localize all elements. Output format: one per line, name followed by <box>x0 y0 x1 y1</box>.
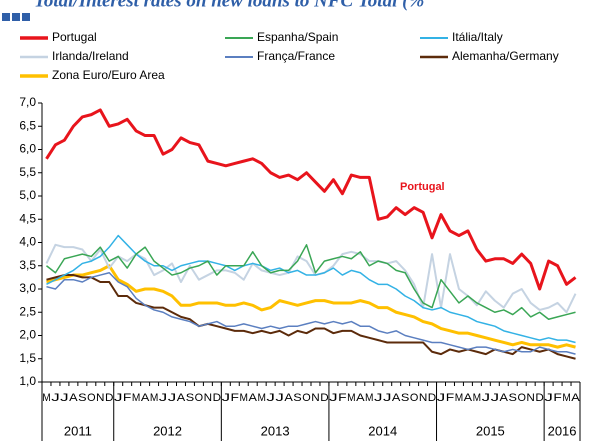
x-tick-label: A <box>356 392 365 404</box>
y-tick-label: 4,5 <box>19 211 36 225</box>
series-line <box>45 108 577 291</box>
x-tick-label: A <box>69 392 78 404</box>
x-tick-label: S <box>509 392 517 404</box>
x-tick-label: N <box>419 392 428 404</box>
x-tick-label: A <box>141 392 150 404</box>
y-tick-label: 5,0 <box>19 188 36 202</box>
x-tick-label: O <box>517 392 526 404</box>
x-tick-label: F <box>338 392 347 404</box>
legend-label: Espanha/Spain <box>257 30 338 44</box>
x-tick-label: F <box>231 392 240 404</box>
x-tick-label: A <box>392 392 401 404</box>
x-tick-label: D <box>105 392 114 404</box>
x-tick-label: J <box>482 392 490 404</box>
x-tick-label: J <box>383 392 391 404</box>
year-label: 2014 <box>368 423 397 438</box>
legend-label: França/France <box>257 49 335 63</box>
logo-square <box>12 13 20 21</box>
series-line <box>46 271 576 355</box>
logo-square <box>2 13 10 21</box>
x-tick-label: J <box>168 392 176 404</box>
x-tick-label: M <box>42 392 50 404</box>
y-tick-label: 3,0 <box>19 281 36 295</box>
year-label: 2016 <box>548 423 577 438</box>
y-tick-label: 1,0 <box>19 374 36 388</box>
y-tick-label: 3,5 <box>19 258 36 272</box>
x-tick-label: A <box>464 392 473 404</box>
x-tick-label: O <box>87 392 96 404</box>
x-tick-label: M <box>150 392 158 404</box>
series-line <box>46 264 576 349</box>
x-tick-label: J <box>60 392 68 404</box>
x-tick-label: D <box>320 392 329 404</box>
legend-label: Portugal <box>52 30 97 44</box>
annotation: Portugal <box>400 181 445 193</box>
year-label: 2015 <box>476 423 505 438</box>
legend-label: Itália/Italy <box>452 30 503 44</box>
x-tick-label: S <box>186 392 194 404</box>
chart-title: Total/Interest rates on new loans to NFC… <box>34 0 424 11</box>
x-tick-label: J <box>437 392 445 404</box>
y-tick-label: 6,5 <box>19 118 36 132</box>
x-tick-label: D <box>535 392 544 404</box>
x-tick-label: S <box>78 392 86 404</box>
y-tick-label: 2,0 <box>19 328 36 342</box>
series-line <box>46 234 576 344</box>
x-tick-label: J <box>266 392 274 404</box>
x-tick-label: F <box>446 392 455 404</box>
x-tick-label: S <box>401 392 409 404</box>
x-tick-label: J <box>544 392 552 404</box>
x-tick-label: J <box>374 392 382 404</box>
series-line <box>46 244 576 320</box>
x-tick-label: J <box>51 392 59 404</box>
x-tick-label: J <box>114 392 122 404</box>
x-tick-label: F <box>123 392 132 404</box>
x-tick-label: M <box>455 392 463 404</box>
x-tick-label: M <box>365 392 373 404</box>
x-tick-label: J <box>222 392 230 404</box>
y-tick-label: 1,5 <box>19 351 36 365</box>
x-tick-label: N <box>96 392 105 404</box>
x-tick-label: J <box>491 392 499 404</box>
x-tick-label: N <box>311 392 320 404</box>
x-tick-label: M <box>347 392 355 404</box>
x-tick-label: A <box>248 392 257 404</box>
x-tick-label: F <box>553 392 562 404</box>
x-tick-label: D <box>213 392 222 404</box>
x-tick-label: S <box>293 392 301 404</box>
y-tick-label: 4,0 <box>19 235 36 249</box>
legend-label: Irlanda/Ireland <box>52 49 129 63</box>
logo-square <box>22 13 30 21</box>
x-tick-label: A <box>500 392 509 404</box>
x-tick-label: A <box>284 392 293 404</box>
legend-label: Alemanha/Germany <box>452 49 559 63</box>
x-tick-label: A <box>571 392 580 404</box>
x-tick-label: N <box>204 392 213 404</box>
x-tick-label: D <box>428 392 437 404</box>
y-tick-label: 2,5 <box>19 304 36 318</box>
x-tick-label: J <box>275 392 283 404</box>
y-tick-label: 6,0 <box>19 142 36 156</box>
x-tick-label: M <box>132 392 140 404</box>
year-label: 2012 <box>153 423 182 438</box>
legend-label: Zona Euro/Euro Area <box>52 68 165 82</box>
x-tick-label: M <box>473 392 481 404</box>
x-tick-label: O <box>302 392 311 404</box>
x-tick-label: J <box>329 392 337 404</box>
y-tick-label: 5,5 <box>19 165 36 179</box>
x-tick-label: A <box>177 392 186 404</box>
x-tick-label: O <box>410 392 419 404</box>
y-tick-label: 7,0 <box>19 95 36 109</box>
year-label: 2013 <box>261 423 290 438</box>
x-tick-label: N <box>526 392 535 404</box>
x-tick-label: M <box>562 392 570 404</box>
year-label: 2011 <box>64 423 92 438</box>
x-tick-label: M <box>240 392 248 404</box>
x-tick-label: O <box>195 392 204 404</box>
x-tick-label: M <box>257 392 265 404</box>
x-tick-label: J <box>159 392 167 404</box>
series-line <box>46 274 576 360</box>
